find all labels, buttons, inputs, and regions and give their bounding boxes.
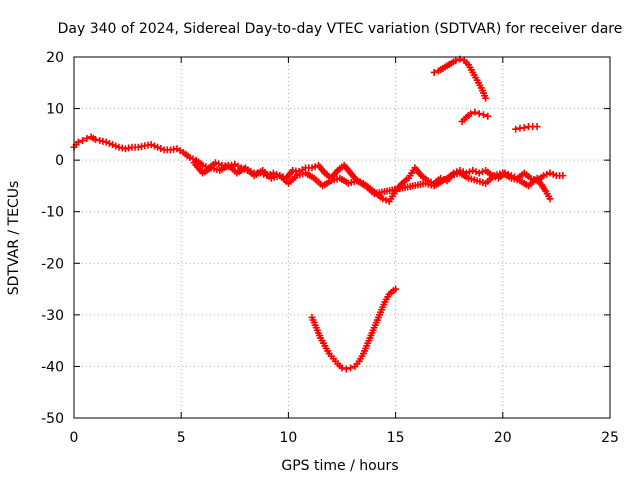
data-point (484, 112, 492, 120)
data-point (157, 145, 165, 153)
data-point (91, 136, 99, 144)
x-tick-label: 5 (177, 430, 186, 446)
data-point (150, 142, 158, 150)
data-point (105, 139, 113, 147)
data-point (102, 138, 110, 146)
data-point (212, 159, 220, 167)
data-point (540, 172, 548, 180)
data-point (475, 110, 483, 118)
data-point (549, 170, 557, 178)
data-point (482, 94, 490, 102)
data-point (520, 124, 528, 132)
plot-frame (73, 56, 611, 419)
data-point (379, 195, 387, 203)
data-point (215, 160, 223, 168)
data-point (308, 164, 316, 172)
data-point (112, 142, 120, 150)
x-tick-label: 0 (70, 430, 79, 446)
data-point (546, 195, 554, 203)
chart-title: Day 340 of 2024, Sidereal Day-to-day VTE… (58, 21, 623, 37)
y-axis-label: SDTVAR / TECUs (6, 181, 22, 296)
data-point (480, 111, 488, 119)
data-point (338, 364, 346, 372)
x-tick-label: 10 (279, 430, 297, 446)
data-point (186, 154, 194, 162)
data-point (83, 134, 91, 142)
y-tick-label: -10 (41, 205, 64, 221)
y-tick-label: -30 (41, 308, 64, 324)
x-tick-label: 20 (494, 430, 512, 446)
data-point (347, 364, 355, 372)
data-point (546, 169, 554, 177)
data-point (467, 110, 475, 118)
x-tick-label: 25 (601, 430, 619, 446)
y-tick-label: -40 (41, 359, 64, 375)
data-point (74, 138, 82, 146)
data-point (559, 172, 567, 180)
y-tick-label: -50 (41, 411, 64, 427)
data-point (109, 141, 117, 149)
data-point (472, 168, 480, 176)
data-points (70, 55, 567, 373)
data-point (430, 68, 438, 76)
data-point (79, 137, 87, 145)
data-point (469, 166, 477, 174)
data-point (392, 285, 400, 293)
x-axis-label: GPS time / hours (281, 458, 398, 474)
y-tick-label: 0 (55, 153, 64, 169)
ticks: 0 5 10 15 20 25 -50 -40 -30 -20 -10 0 10 20 (41, 50, 619, 446)
data-point (533, 123, 541, 131)
data-point (189, 155, 197, 163)
grid (74, 57, 610, 418)
data-point (475, 169, 483, 177)
y-tick-label: -20 (41, 256, 64, 272)
data-point (199, 161, 207, 169)
data-point (154, 143, 162, 151)
data-point (147, 141, 155, 149)
data-point (382, 196, 390, 204)
data-point (543, 170, 551, 178)
y-tick-label: 10 (46, 102, 64, 118)
x-tick-label: 15 (387, 430, 405, 446)
y-tick-label: 20 (46, 50, 64, 66)
data-point (452, 57, 460, 65)
data-point (466, 168, 474, 176)
data-point (342, 365, 350, 373)
data-point (471, 108, 479, 116)
data-point (512, 125, 520, 133)
